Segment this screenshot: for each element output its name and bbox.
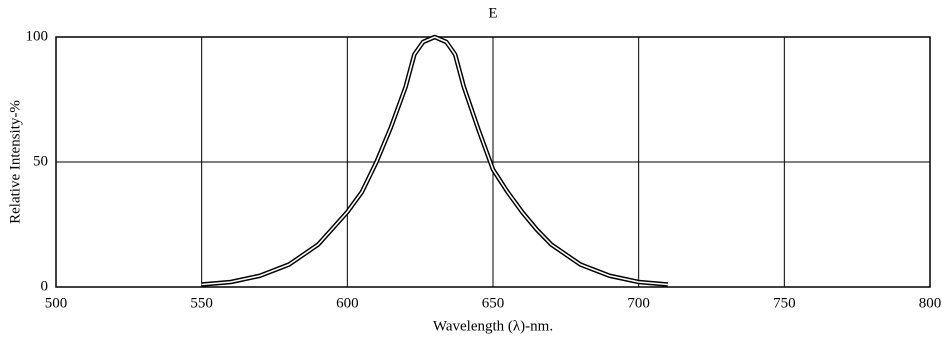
x-tick-label: 800 (919, 295, 942, 311)
x-tick-label: 700 (627, 295, 650, 311)
x-tick-label: 500 (45, 295, 68, 311)
chart-title: E (488, 5, 497, 21)
x-axis-label: Wavelength (λ)-nm. (433, 318, 553, 334)
line (201, 34, 668, 287)
y-tick-label: 0 (41, 278, 49, 294)
x-tick-label: 750 (773, 295, 796, 311)
x-tick-label: 550 (190, 295, 213, 311)
x-tick-label: 650 (482, 295, 505, 311)
line-inner (201, 36, 668, 286)
y-tick-label: 100 (26, 28, 49, 44)
x-tick-label: 600 (336, 295, 359, 311)
y-axis-label: Relative Intensity-% (7, 100, 23, 224)
y-tick-label: 50 (33, 153, 48, 169)
